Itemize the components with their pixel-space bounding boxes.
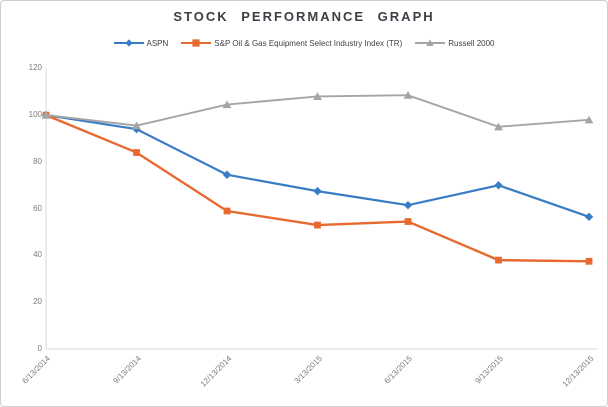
triangle-swatch-icon (415, 39, 446, 47)
triangle-marker-icon (132, 121, 141, 130)
y-axis-tick-label: 0 (37, 344, 42, 353)
legend-item-russell-2000: Russell 2000 (415, 38, 494, 48)
chart-title: STOCK PERFORMANCE GRAPH (173, 9, 435, 24)
diamond-marker-icon (403, 200, 413, 210)
chart-legend: ASPN S&P Oil & Gas Equipment Select Indu… (1, 38, 607, 48)
triangle-marker-icon (415, 38, 446, 48)
y-axis-tick-label: 40 (33, 250, 42, 260)
triangle-marker-icon (222, 100, 232, 109)
legend-label-russell-2000: Russell 2000 (448, 38, 495, 48)
triangle-marker-icon (403, 91, 413, 99)
square-swatch-icon (181, 39, 212, 47)
series-line-0 (45, 114, 590, 218)
y-axis-tick-label: 120 (28, 63, 42, 73)
diamond-marker-icon (494, 181, 503, 190)
triangle-marker-icon (313, 92, 322, 100)
square-marker-icon (585, 257, 593, 265)
y-axis-tick-label: 80 (33, 156, 42, 166)
square-marker-icon (404, 218, 412, 225)
legend-label-sp-oil-gas: S&P Oil & Gas Equipment Select Industry … (214, 38, 403, 48)
triangle-marker-icon (41, 110, 51, 119)
square-marker-icon (314, 221, 321, 229)
triangle-marker-icon (584, 115, 594, 124)
square-marker-icon (223, 207, 231, 215)
legend-item-sp-oil-gas: S&P Oil & Gas Equipment Select Industry … (181, 38, 402, 48)
diamond-marker-icon (222, 170, 232, 179)
square-marker-icon (133, 149, 140, 156)
legend-label-aspn: ASPN (146, 38, 169, 48)
diamond-marker-icon (113, 38, 144, 48)
square-marker-icon (181, 38, 212, 48)
diamond-marker-icon (313, 186, 322, 196)
y-axis-tick-label: 100 (28, 110, 42, 120)
y-axis-tick-label: 20 (33, 297, 42, 307)
diamond-swatch-icon (113, 39, 144, 47)
diamond-marker-icon (584, 212, 594, 222)
y-axis-tick-label: 60 (33, 203, 42, 213)
legend-item-aspn: ASPN (113, 38, 169, 48)
square-marker-icon (495, 256, 502, 264)
triangle-marker-icon (494, 122, 503, 131)
